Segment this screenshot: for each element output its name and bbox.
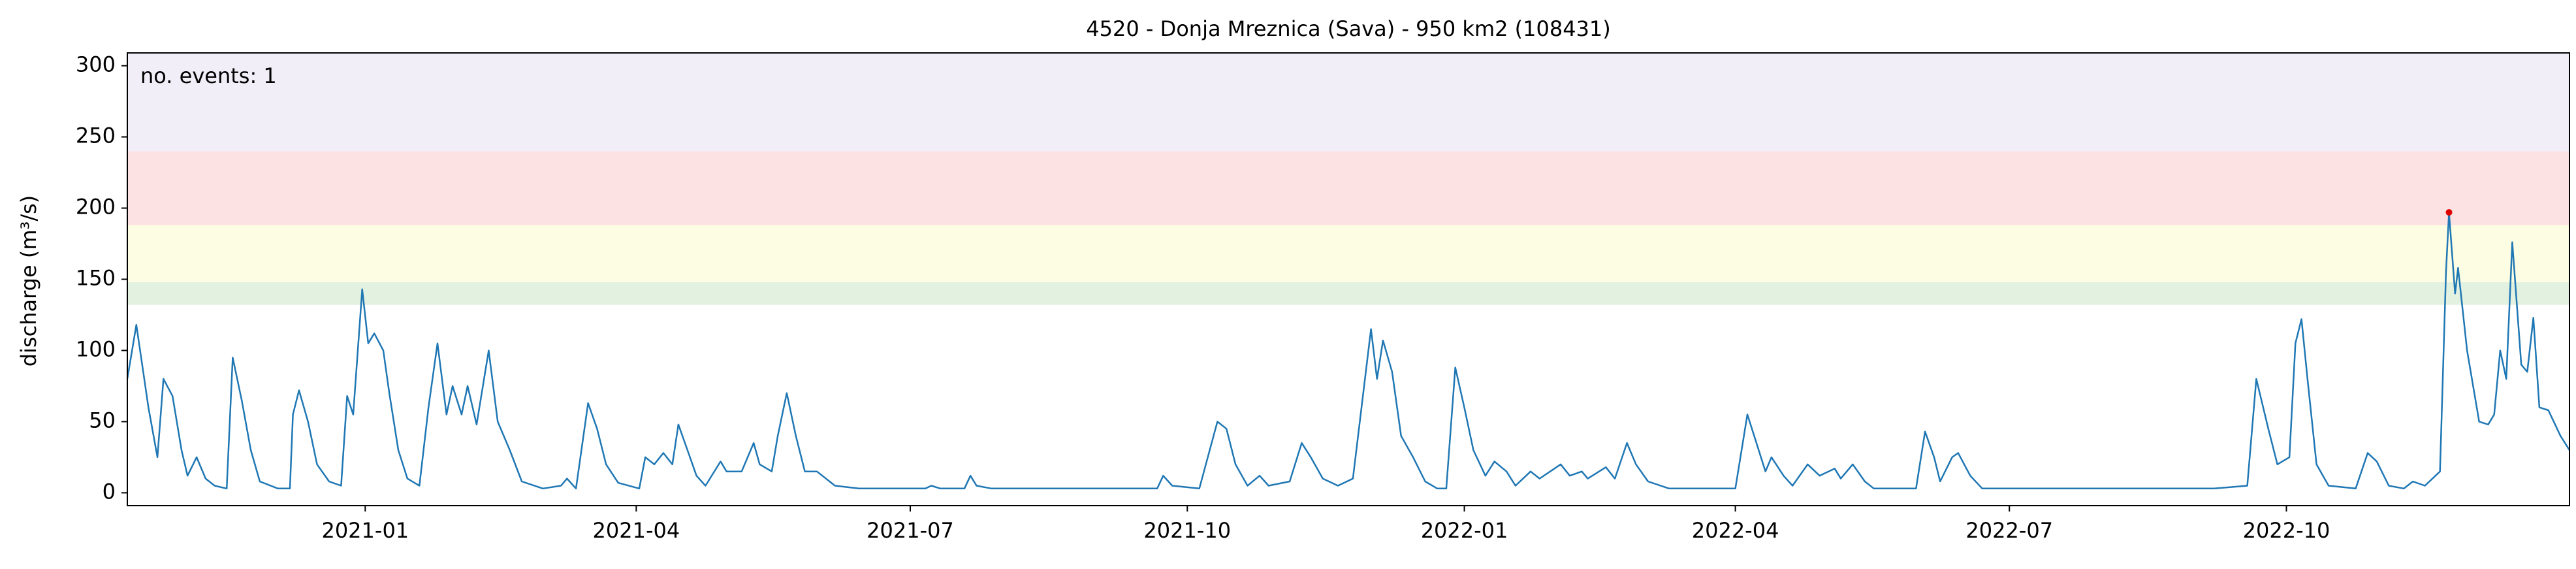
threshold-band <box>127 282 2569 305</box>
threshold-band <box>127 225 2569 282</box>
chart-title: 4520 - Donja Mreznica (Sava) - 950 km2 (… <box>1086 16 1611 41</box>
x-tick-label: 2022-10 <box>2243 518 2330 543</box>
x-tick-label: 2022-01 <box>1421 518 1508 543</box>
threshold-band <box>127 53 2569 152</box>
discharge-line <box>126 211 2571 490</box>
x-tick-label: 2021-07 <box>867 518 954 543</box>
threshold-band <box>127 151 2569 225</box>
y-tick-label: 250 <box>76 123 116 148</box>
y-axis-label: discharge (m³/s) <box>16 195 41 367</box>
x-tick-label: 2021-01 <box>321 518 409 543</box>
x-tick-label: 2021-04 <box>593 518 680 543</box>
x-tick-label: 2021-10 <box>1143 518 1231 543</box>
y-tick-label: 300 <box>76 52 116 77</box>
y-tick-label: 50 <box>89 408 116 432</box>
annotation: no. events: 1 <box>140 63 277 88</box>
y-tick-label: 150 <box>76 266 116 291</box>
plot-frame <box>127 52 2570 506</box>
x-tick-label: 2022-04 <box>1692 518 1779 543</box>
y-tick-label: 0 <box>103 479 116 504</box>
y-tick-label: 200 <box>76 195 116 219</box>
x-tick-label: 2022-07 <box>1965 518 2053 543</box>
event-marker <box>2445 209 2453 216</box>
y-tick-label: 100 <box>76 336 116 361</box>
